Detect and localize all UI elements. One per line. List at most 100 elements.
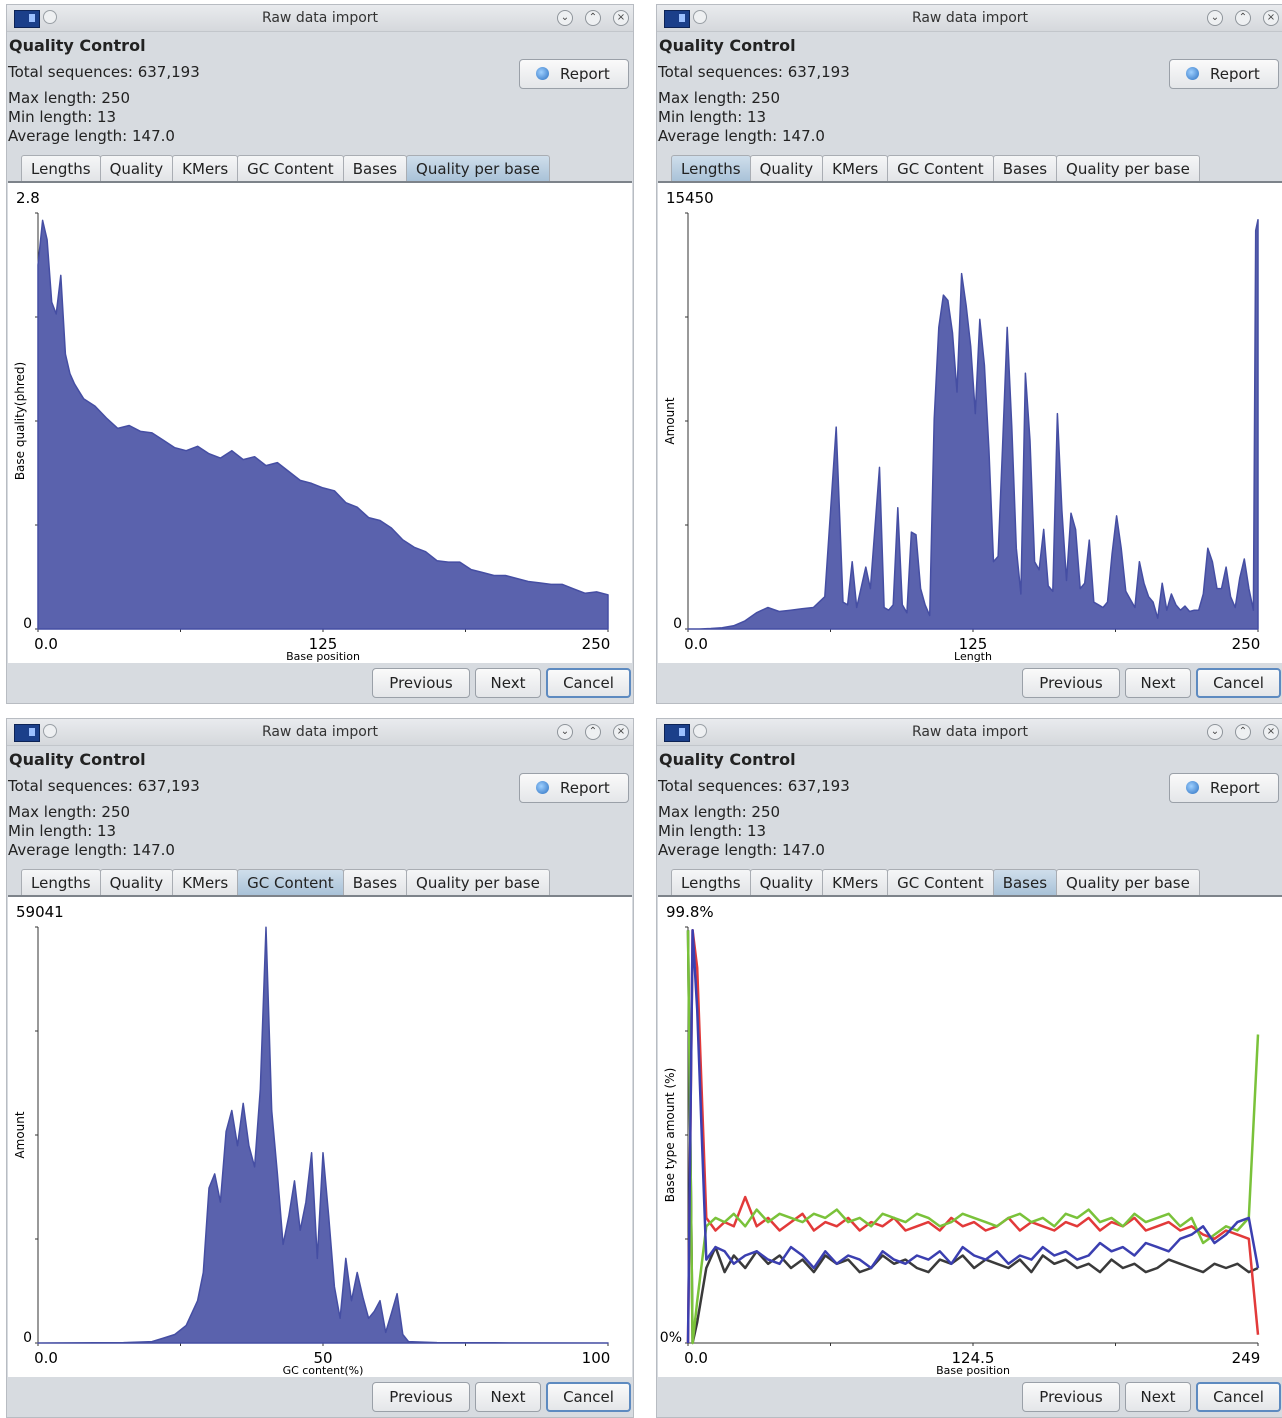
- tab-lengths[interactable]: Lengths: [671, 869, 751, 895]
- max-length: Max length: 250: [658, 89, 781, 107]
- tab-bar: Lengths Quality KMers GC Content Bases Q…: [671, 155, 1200, 182]
- min-length: Min length: 13: [658, 108, 767, 126]
- close-icon[interactable]: ×: [613, 724, 629, 740]
- line-series-grey: [686, 930, 1259, 1345]
- close-icon[interactable]: ×: [613, 10, 629, 26]
- cancel-button[interactable]: Cancel: [546, 1382, 631, 1412]
- report-icon: [532, 64, 549, 80]
- next-button[interactable]: Next: [475, 668, 541, 698]
- tab-kmers[interactable]: KMers: [172, 155, 239, 181]
- tab-kmers[interactable]: KMers: [822, 155, 889, 181]
- y-min-label: 0: [23, 1330, 32, 1346]
- cancel-button[interactable]: Cancel: [1196, 1382, 1281, 1412]
- tab-quality[interactable]: Quality: [749, 869, 824, 895]
- report-button[interactable]: Report: [519, 59, 629, 89]
- x-tick-label: 0.0: [684, 1349, 708, 1367]
- y-axis-label: Amount: [663, 397, 677, 444]
- report-button[interactable]: Report: [1169, 773, 1279, 803]
- tab-bases[interactable]: Bases: [992, 155, 1058, 181]
- tab-quality-per-base[interactable]: Quality per base: [406, 869, 550, 895]
- tab-gc-content[interactable]: GC Content: [887, 155, 994, 181]
- close-icon[interactable]: ×: [1263, 724, 1279, 740]
- tab-kmers[interactable]: KMers: [822, 869, 889, 895]
- next-button[interactable]: Next: [1125, 1382, 1191, 1412]
- minimize-icon[interactable]: ⌄: [557, 724, 573, 740]
- max-length: Max length: 250: [8, 89, 131, 107]
- window-menu-icon[interactable]: [693, 724, 707, 738]
- window-menu-icon[interactable]: [43, 724, 57, 738]
- minimize-icon[interactable]: ⌄: [1207, 10, 1223, 26]
- section-heading: Quality Control: [659, 36, 796, 55]
- y-max-label: 2.8: [16, 189, 40, 207]
- tab-quality[interactable]: Quality: [99, 869, 174, 895]
- tab-bases[interactable]: Bases: [992, 869, 1058, 895]
- tab-quality-per-base[interactable]: Quality per base: [1056, 155, 1200, 181]
- line-series-green: [686, 930, 1260, 1345]
- x-tick-label: 0.0: [34, 1349, 58, 1367]
- report-button[interactable]: Report: [519, 773, 629, 803]
- previous-button[interactable]: Previous: [1022, 1382, 1120, 1412]
- report-button[interactable]: Report: [1169, 59, 1279, 89]
- cancel-button[interactable]: Cancel: [1196, 668, 1281, 698]
- tab-quality[interactable]: Quality: [749, 155, 824, 181]
- title-bar[interactable]: Raw data import ⌄ ⌃ ×: [7, 719, 633, 746]
- next-button[interactable]: Next: [475, 1382, 541, 1412]
- quality-per-base-chart: 2.8 00.0 125 250 Base position Base quality(p…: [13, 189, 610, 663]
- tab-lengths[interactable]: Lengths: [21, 155, 101, 181]
- window-quality-per-base: Raw data import ⌄ ⌃ × Quality Control To…: [6, 4, 634, 704]
- minimize-icon[interactable]: ⌄: [1207, 724, 1223, 740]
- x-tick-label: 249: [1232, 1349, 1261, 1367]
- x-tick-label: 125: [959, 635, 988, 653]
- window-title: Raw data import: [911, 10, 1029, 26]
- tab-lengths[interactable]: Lengths: [671, 155, 751, 181]
- x-axis-label: Base position: [936, 1364, 1010, 1377]
- title-bar[interactable]: Raw data import ⌄ ⌃ ×: [657, 5, 1282, 32]
- total-sequences: Total sequences: 637,193: [8, 777, 200, 795]
- window-menu-icon[interactable]: [43, 10, 57, 24]
- report-label: Report: [1210, 65, 1260, 83]
- chart-panel: 2.8 0 0.0 125 250 Base position Base quality(p…: [8, 181, 632, 663]
- previous-button[interactable]: Previous: [372, 1382, 470, 1412]
- cancel-button[interactable]: Cancel: [546, 668, 631, 698]
- maximize-icon[interactable]: ⌃: [1235, 724, 1251, 740]
- title-bar[interactable]: Raw data import ⌄ ⌃ ×: [7, 5, 633, 32]
- maximize-icon[interactable]: ⌃: [585, 724, 601, 740]
- x-tick-label: 125: [309, 635, 338, 653]
- window-title: Raw data import: [261, 724, 379, 740]
- previous-button[interactable]: Previous: [372, 668, 470, 698]
- area-series: [37, 926, 609, 1344]
- average-length: Average length: 147.0: [658, 841, 825, 859]
- maximize-icon[interactable]: ⌃: [585, 10, 601, 26]
- tab-gc-content[interactable]: GC Content: [887, 869, 994, 895]
- tab-bases[interactable]: Bases: [342, 869, 408, 895]
- report-label: Report: [560, 65, 610, 83]
- title-bar[interactable]: Raw data import ⌄ ⌃ ×: [657, 719, 1282, 746]
- minimize-icon[interactable]: ⌄: [557, 10, 573, 26]
- area-series: [37, 219, 609, 630]
- tab-bar: Lengths Quality KMers GC Content Bases Q…: [671, 869, 1200, 896]
- maximize-icon[interactable]: ⌃: [1235, 10, 1251, 26]
- x-tick-label: 124.5: [952, 1349, 995, 1367]
- y-axis-label: Base quality(phred): [13, 362, 27, 480]
- tab-quality[interactable]: Quality: [99, 155, 174, 181]
- previous-button[interactable]: Previous: [1022, 668, 1120, 698]
- tab-kmers[interactable]: KMers: [172, 869, 239, 895]
- chart-panel: 15450 0 0.0 125 250 Length Amount: [658, 181, 1282, 663]
- window-gc-content: Raw data import ⌄ ⌃ × Quality Control To…: [6, 718, 634, 1418]
- next-button[interactable]: Next: [1125, 668, 1191, 698]
- report-icon: [532, 778, 549, 794]
- gc-content-chart: 59041 00.0 50 100 GC content(%) Amount: [13, 903, 610, 1377]
- y-axis-label: Amount: [13, 1111, 27, 1158]
- tab-gc-content[interactable]: GC Content: [237, 869, 344, 895]
- tab-bases[interactable]: Bases: [342, 155, 408, 181]
- tab-quality-per-base[interactable]: Quality per base: [1056, 869, 1200, 895]
- x-axis-label: GC content(%): [283, 1364, 364, 1377]
- close-icon[interactable]: ×: [1263, 10, 1279, 26]
- tab-lengths[interactable]: Lengths: [21, 869, 101, 895]
- line-series-red: [686, 929, 1260, 1344]
- y-max-label: 15450: [666, 189, 714, 207]
- tab-gc-content[interactable]: GC Content: [237, 155, 344, 181]
- total-sequences: Total sequences: 637,193: [8, 63, 200, 81]
- tab-quality-per-base[interactable]: Quality per base: [406, 155, 550, 181]
- window-menu-icon[interactable]: [693, 10, 707, 24]
